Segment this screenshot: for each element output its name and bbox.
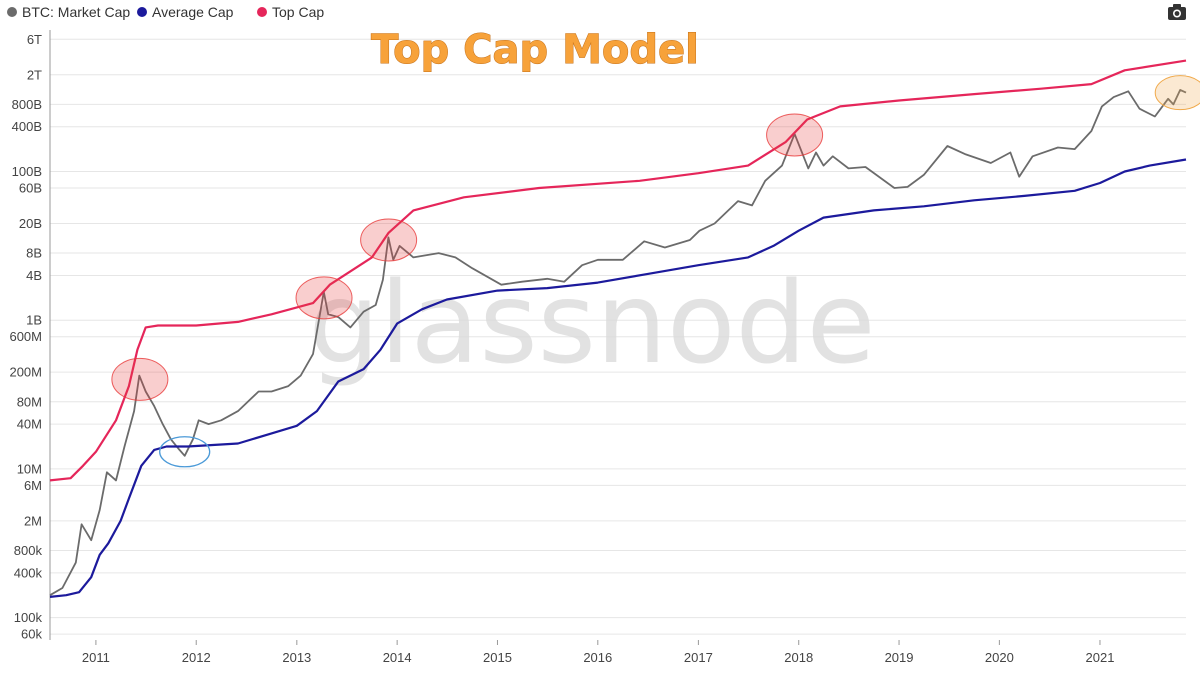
x-tick-label: 2013: [282, 650, 311, 665]
y-tick-label: 6M: [24, 478, 42, 493]
chart-title: Top Cap Model: [371, 27, 699, 73]
legend-swatch-top-cap: [257, 7, 267, 17]
grid: [50, 38, 1186, 635]
y-tick-label: 20B: [19, 216, 42, 231]
legend-label-btc-market-cap[interactable]: BTC: Market Cap: [22, 4, 130, 20]
series-line-average-cap: [49, 158, 1187, 598]
y-tick-label: 200M: [9, 365, 42, 380]
y-tick-label: 10M: [17, 461, 42, 476]
x-tick-label: 2016: [583, 650, 612, 665]
y-tick-label: 1B: [26, 313, 42, 328]
y-tick-label: 2T: [27, 67, 42, 82]
y-tick-label: 100B: [12, 164, 42, 179]
legend-swatch-btc-market-cap: [7, 7, 17, 17]
series-line-btc-market-cap: [49, 89, 1187, 596]
y-tick-label: 80M: [17, 394, 42, 409]
cycle-bottom-highlight: [159, 436, 211, 468]
cycle-highlights: [111, 75, 1200, 468]
x-tick-label: 2018: [784, 650, 813, 665]
y-tick-label: 800k: [14, 543, 43, 558]
x-tick-label: 2012: [182, 650, 211, 665]
series-lines: [49, 59, 1187, 598]
current-highlight: [1154, 75, 1200, 111]
x-axis-ticks: 2011 2012 2013 2014 2015 2016 2017 2018 2019 2020…: [82, 640, 1115, 665]
x-tick-label: 2017: [684, 650, 713, 665]
legend-label-average-cap[interactable]: Average Cap: [152, 4, 234, 20]
y-tick-label: 40M: [17, 417, 42, 432]
x-tick-label: 2020: [985, 650, 1014, 665]
x-tick-label: 2015: [483, 650, 512, 665]
y-tick-label: 60k: [21, 627, 42, 642]
y-tick-label: 600M: [9, 329, 42, 344]
y-tick-label: 8B: [26, 246, 42, 261]
y-tick-label: 100k: [14, 610, 43, 625]
y-tick-label: 6T: [27, 32, 42, 47]
legend-swatch-average-cap: [137, 7, 147, 17]
y-tick-label: 2M: [24, 513, 42, 528]
x-tick-label: 2019: [885, 650, 914, 665]
cycle-top-highlight: [295, 276, 353, 320]
watermark: glassnode: [308, 259, 875, 389]
y-tick-label: 400B: [12, 119, 42, 134]
cycle-top-highlight: [766, 113, 824, 157]
camera-icon[interactable]: [1168, 4, 1186, 20]
x-tick-label: 2021: [1086, 650, 1115, 665]
y-tick-label: 400k: [14, 565, 43, 580]
cycle-top-highlight: [360, 218, 418, 262]
x-tick-label: 2011: [82, 650, 110, 665]
legend-label-top-cap[interactable]: Top Cap: [272, 4, 324, 20]
cycle-top-highlight: [111, 357, 169, 401]
series-line-top-cap: [49, 59, 1187, 482]
y-tick-label: 60B: [19, 180, 42, 195]
y-tick-label: 800B: [12, 97, 42, 112]
y-tick-label: 4B: [26, 268, 42, 283]
x-tick-label: 2014: [383, 650, 412, 665]
legend: BTC: Market Cap Average Cap Top Cap: [7, 4, 324, 20]
